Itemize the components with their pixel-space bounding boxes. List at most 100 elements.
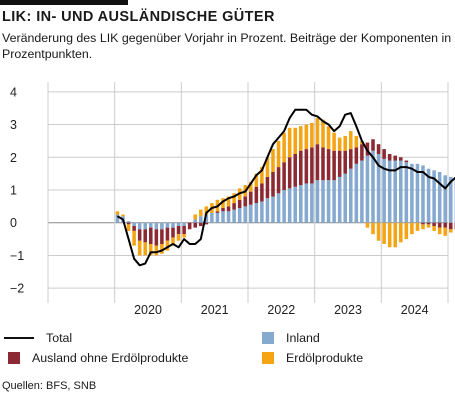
bar-segment: [199, 216, 203, 223]
bar-segment: [310, 147, 314, 184]
bar-segment: [126, 222, 131, 225]
bar-segment: [187, 222, 192, 230]
bar-segment: [215, 211, 220, 213]
bar-segment: [165, 227, 170, 241]
bar-segment: [232, 209, 236, 223]
bar-segment: [126, 224, 131, 231]
legend-oil-swatch: [262, 352, 274, 364]
legend-total-label: Total: [46, 331, 73, 345]
bar-segment: [193, 219, 197, 223]
bar-segment: [404, 162, 409, 223]
bar-segment: [321, 180, 325, 223]
bar-segment: [399, 160, 403, 223]
bar-segment: [271, 149, 275, 172]
bar-segment: [337, 176, 342, 223]
bar-segment: [349, 168, 353, 223]
bar-segment: [304, 183, 309, 223]
bar-segment: [326, 180, 331, 223]
bar-segment: [426, 224, 431, 228]
bar-segment: [421, 224, 425, 230]
bar-segment: [265, 176, 270, 199]
bar-segment: [182, 234, 186, 238]
bar-segment: [137, 229, 142, 241]
bar-segment: [382, 222, 386, 244]
y-tick-label: 2: [10, 151, 17, 165]
bar-segment: [443, 227, 447, 236]
bar-segment: [243, 206, 247, 223]
x-tick-label: 2022: [267, 303, 295, 317]
bar-segment: [371, 139, 375, 151]
bar-segment: [304, 149, 309, 184]
bar-segment: [315, 144, 320, 181]
bar-segment: [237, 208, 242, 223]
source-note: Quellen: BFS, SNB: [2, 380, 97, 392]
legend-inland-swatch: [262, 332, 274, 344]
legend-total-swatch: [4, 337, 34, 339]
bar-segment: [349, 149, 353, 169]
bar-segment: [343, 150, 347, 174]
y-tick-label: −2: [10, 282, 24, 296]
x-tick-label: 2021: [201, 303, 229, 317]
bar-segment: [382, 149, 386, 159]
bar-segment: [354, 136, 359, 148]
bar-segment: [432, 222, 436, 226]
bar-segment: [293, 154, 297, 187]
bar-segment: [171, 237, 175, 246]
bar-segment: [404, 222, 409, 240]
bar-segment: [260, 201, 264, 223]
bar-segment: [293, 127, 297, 154]
bar-segment: [204, 222, 209, 225]
bar-segment: [154, 222, 159, 230]
bar-segment: [387, 154, 392, 161]
bar-segment: [393, 160, 397, 223]
bar-segment: [443, 175, 447, 223]
bar-segment: [449, 176, 453, 223]
bar-segment: [171, 222, 175, 228]
bar-segment: [410, 222, 414, 235]
bar-segment: [193, 222, 197, 228]
bar-segment: [215, 212, 220, 223]
bar-segment: [426, 168, 431, 223]
bar-segment: [276, 140, 281, 168]
bar-segment: [121, 214, 125, 217]
y-tick-label: 0: [10, 216, 17, 230]
bar-segment: [354, 147, 359, 164]
bar-segment: [221, 198, 225, 208]
total-line: [116, 108, 455, 267]
bar-segment: [254, 173, 259, 187]
bar-segment: [282, 190, 286, 223]
bar-segment: [149, 244, 153, 256]
bar-segment: [232, 193, 236, 204]
bar-segment: [254, 186, 259, 204]
bar-segment: [376, 154, 381, 223]
bar-segment: [332, 150, 336, 181]
bar-segment: [371, 222, 375, 235]
x-tick-label: 2020: [134, 303, 162, 317]
bar-segment: [143, 229, 147, 243]
bar-segment: [437, 227, 442, 235]
legend-inland: Inland: [258, 331, 320, 345]
y-tick-label: 4: [10, 85, 17, 99]
bar-segment: [315, 180, 320, 223]
bar-segment: [226, 211, 231, 223]
bar-segment: [282, 162, 286, 190]
bar-segment: [426, 222, 431, 225]
bar-segment: [137, 222, 142, 230]
x-tick-label: 2023: [334, 303, 362, 317]
bar-segment: [387, 160, 392, 223]
bar-segment: [265, 198, 270, 223]
bar-segment: [210, 212, 214, 223]
bar-segment: [132, 226, 136, 231]
bar-segment: [287, 127, 292, 158]
bar-segment: [371, 150, 375, 223]
bar-segment: [160, 244, 164, 254]
bar-segment: [449, 229, 453, 233]
legend-ausland: Ausland ohne Erdölprodukte: [4, 351, 188, 365]
bar-segment: [404, 160, 409, 163]
bar-segment: [287, 188, 292, 223]
bar-segment: [132, 222, 136, 226]
bar-segment: [249, 204, 253, 223]
y-tick-label: 3: [10, 118, 17, 132]
title-accent-bar: [0, 0, 128, 5]
bar-segment: [293, 186, 297, 223]
